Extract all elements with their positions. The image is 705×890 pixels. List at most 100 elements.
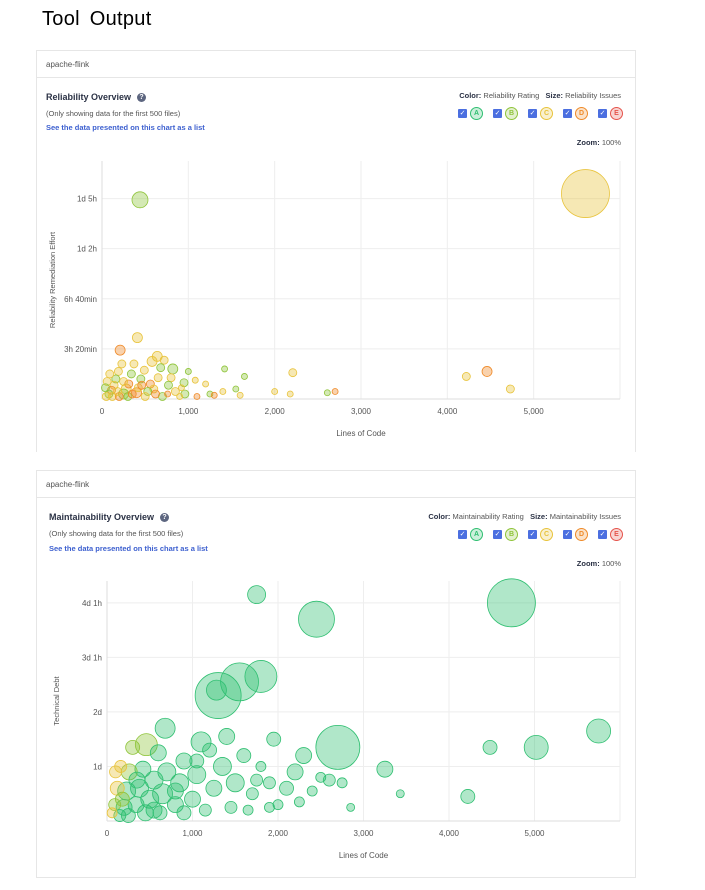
data-bubble[interactable] — [236, 748, 252, 763]
checkbox-checked-icon[interactable]: ✓ — [458, 530, 467, 539]
checkbox-checked-icon[interactable]: ✓ — [563, 530, 572, 539]
data-bubble[interactable] — [114, 367, 123, 376]
data-bubble[interactable] — [164, 390, 172, 398]
data-bubble[interactable] — [140, 392, 150, 401]
data-bubble[interactable] — [220, 662, 259, 702]
data-bubble[interactable] — [255, 761, 267, 772]
data-bubble[interactable] — [376, 760, 394, 778]
data-bubble[interactable] — [586, 718, 612, 744]
data-bubble[interactable] — [125, 739, 141, 755]
data-bubble[interactable] — [126, 369, 136, 379]
data-bubble[interactable] — [149, 744, 167, 762]
data-bubble[interactable] — [170, 773, 190, 793]
rating-filter-d[interactable]: ✓ D — [563, 107, 588, 120]
rating-filter-b[interactable]: ✓ B — [493, 107, 518, 120]
data-bubble[interactable] — [166, 782, 184, 800]
data-bubble[interactable] — [331, 388, 339, 395]
data-bubble[interactable] — [244, 660, 278, 693]
data-bubble[interactable] — [128, 771, 146, 789]
data-bubble[interactable] — [184, 790, 201, 808]
data-bubble[interactable] — [146, 356, 158, 367]
data-bubble[interactable] — [114, 791, 130, 807]
data-bubble[interactable] — [218, 728, 236, 745]
data-bubble[interactable] — [189, 753, 205, 769]
rating-filter-d[interactable]: ✓ D — [563, 528, 588, 541]
data-bubble[interactable] — [123, 392, 133, 401]
data-bubble[interactable] — [523, 734, 549, 760]
data-bubble[interactable] — [236, 391, 244, 399]
data-bubble[interactable] — [187, 765, 207, 785]
data-bubble[interactable] — [286, 763, 304, 781]
data-bubble[interactable] — [178, 384, 185, 392]
project-breadcrumb[interactable]: apache-flink — [37, 471, 635, 498]
help-icon[interactable]: ? — [160, 513, 170, 522]
data-bubble[interactable] — [206, 679, 227, 701]
data-bubble[interactable] — [315, 724, 361, 770]
checkbox-checked-icon[interactable]: ✓ — [528, 109, 537, 118]
data-bubble[interactable] — [336, 777, 348, 789]
data-bubble[interactable] — [166, 373, 176, 383]
data-bubble[interactable] — [346, 802, 356, 812]
checkbox-checked-icon[interactable]: ✓ — [528, 530, 537, 539]
data-bubble[interactable] — [250, 773, 264, 787]
data-bubble[interactable] — [295, 747, 313, 764]
data-bubble[interactable] — [127, 389, 137, 399]
view-as-list-link[interactable]: See the data presented on this chart as … — [49, 544, 208, 553]
data-bubble[interactable] — [202, 380, 210, 388]
data-bubble[interactable] — [194, 672, 242, 719]
data-bubble[interactable] — [137, 380, 147, 390]
data-bubble[interactable] — [272, 799, 284, 811]
data-bubble[interactable] — [561, 169, 610, 218]
data-bubble[interactable] — [101, 383, 110, 393]
rating-filter-a[interactable]: ✓ A — [458, 107, 483, 120]
data-bubble[interactable] — [487, 578, 536, 628]
data-bubble[interactable] — [224, 800, 238, 814]
data-bubble[interactable] — [460, 789, 476, 804]
data-bubble[interactable] — [164, 380, 173, 390]
data-bubble[interactable] — [219, 388, 227, 395]
rating-filter-e[interactable]: ✓ E — [598, 528, 623, 541]
data-bubble[interactable] — [205, 779, 223, 797]
data-bubble[interactable] — [286, 390, 294, 398]
data-bubble[interactable] — [117, 359, 127, 369]
data-bubble[interactable] — [166, 796, 184, 814]
data-bubble[interactable] — [266, 731, 282, 747]
checkbox-checked-icon[interactable]: ✓ — [458, 109, 467, 118]
data-bubble[interactable] — [184, 368, 192, 375]
data-bubble[interactable] — [202, 742, 218, 758]
rating-filter-c[interactable]: ✓ C — [528, 528, 553, 541]
data-bubble[interactable] — [482, 739, 498, 755]
data-bubble[interactable] — [279, 780, 294, 796]
data-bubble[interactable] — [193, 393, 201, 400]
rating-filter-a[interactable]: ✓ A — [458, 528, 483, 541]
data-bubble[interactable] — [176, 393, 184, 400]
data-bubble[interactable] — [213, 757, 232, 776]
data-bubble[interactable] — [271, 388, 279, 395]
data-bubble[interactable] — [298, 600, 335, 638]
data-bubble[interactable] — [114, 760, 128, 773]
data-bubble[interactable] — [293, 796, 305, 808]
data-bubble[interactable] — [242, 804, 254, 816]
checkbox-checked-icon[interactable]: ✓ — [598, 109, 607, 118]
data-bubble[interactable] — [159, 355, 169, 365]
data-bubble[interactable] — [105, 369, 115, 379]
data-bubble[interactable] — [101, 392, 111, 401]
data-bubble[interactable] — [131, 332, 143, 344]
rating-filter-e[interactable]: ✓ E — [598, 107, 623, 120]
checkbox-checked-icon[interactable]: ✓ — [563, 109, 572, 118]
view-as-list-link[interactable]: See the data presented on this chart as … — [46, 123, 205, 132]
data-bubble[interactable] — [131, 191, 149, 209]
data-bubble[interactable] — [109, 780, 125, 796]
data-bubble[interactable] — [106, 807, 118, 819]
data-bubble[interactable] — [113, 387, 122, 396]
data-bubble[interactable] — [505, 384, 515, 394]
data-bubble[interactable] — [109, 765, 122, 779]
data-bubble[interactable] — [288, 368, 298, 378]
data-bubble[interactable] — [323, 389, 331, 397]
checkbox-checked-icon[interactable]: ✓ — [493, 530, 502, 539]
data-bubble[interactable] — [225, 773, 245, 793]
data-bubble[interactable] — [152, 805, 168, 821]
data-bubble[interactable] — [170, 387, 180, 396]
data-bubble[interactable] — [139, 365, 149, 375]
data-bubble[interactable] — [156, 363, 166, 373]
